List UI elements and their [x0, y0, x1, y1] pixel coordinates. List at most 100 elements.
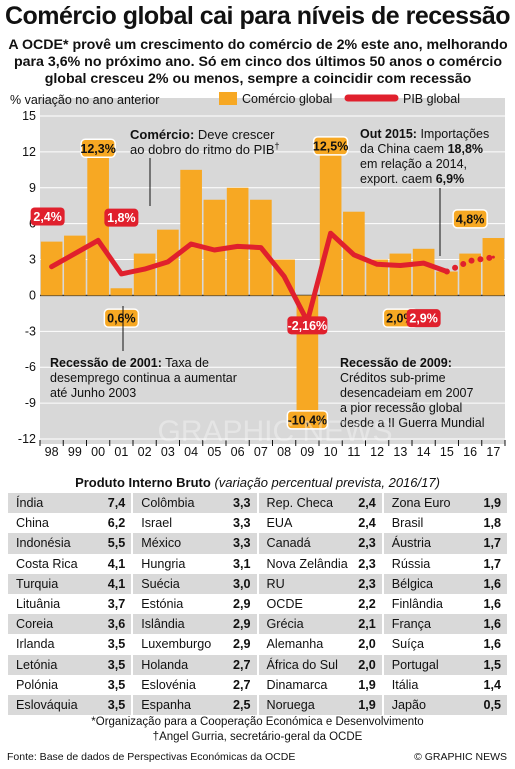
x-tick-label: 00 [91, 445, 105, 459]
gdp-point [166, 260, 170, 264]
country-name: Eslováquia [16, 697, 78, 712]
gdp-point [143, 267, 147, 271]
table-row: Eslovénia 2,7 [133, 674, 257, 695]
trade-gdp-chart: 15129630-3-6-9-12 % variação no ano ante… [0, 86, 515, 472]
gdp-value: 2,0 [358, 657, 376, 672]
gdp-value: 4,1 [107, 556, 126, 571]
table-row: Índia 7,4 [8, 493, 132, 514]
brand-credit: © GRAPHIC NEWS [414, 751, 507, 763]
x-tick-label: 09 [300, 445, 314, 459]
gdp-value: 2,9 [232, 637, 251, 652]
table-row: Grécia 2,1 [258, 614, 382, 635]
x-tick-label: 10 [324, 445, 338, 459]
y-axis-label: % variação no ano anterior [10, 93, 159, 107]
gdp-column: Zona Euro 1,9 Brasil 1,8 Áustria 1,7 Rússia 1,7… [383, 493, 507, 716]
trade-bar [133, 253, 156, 296]
country-name: Eslovénia [141, 677, 196, 692]
gdp-point [73, 252, 77, 256]
annotation-rec2001: Recessão de 2001: Taxa de desemprego con… [50, 306, 237, 400]
country-name: Costa Rica [16, 556, 78, 571]
data-label: 12,5% [312, 136, 349, 156]
annotation-text: desde a II Guerra Mundial [340, 416, 485, 430]
footnote-oecd: *Organização para a Cooperação Económica… [91, 716, 424, 728]
y-tick-label: 9 [29, 181, 36, 195]
country-name: Irlanda [16, 637, 55, 652]
table-row: Canadá 2,3 [258, 533, 382, 554]
data-label: -2,16% [287, 316, 328, 335]
table-row: Noruega 1,9 [258, 694, 382, 716]
x-tick-label: 15 [440, 445, 454, 459]
x-tick-label: 02 [138, 445, 152, 459]
gdp-value: 3,0 [232, 576, 251, 591]
x-tick-label: 13 [393, 445, 407, 459]
y-tick-label: 3 [29, 253, 36, 267]
trade-bar [389, 253, 412, 296]
country-name: Zona Euro [391, 496, 451, 511]
table-row: Rep. Checa 2,4 [258, 493, 382, 514]
gdp-point [445, 270, 449, 274]
gdp-value: 1,9 [358, 677, 376, 692]
gdp-value: 1,9 [483, 496, 501, 511]
gdp-value: 2,3 [358, 576, 376, 591]
trade-bar [180, 169, 202, 296]
gdp-value: 2,7 [232, 677, 251, 692]
legend-trade-label: Comércio global [242, 92, 332, 106]
gdp-value: 2,2 [358, 597, 376, 612]
y-tick-label: 15 [22, 109, 36, 123]
table-row: Alemanha 2,0 [258, 634, 382, 655]
table-row: Luxemburgo 2,9 [133, 634, 257, 655]
annotation-text: Recessão de 2009: [340, 356, 452, 370]
gdp-value: 7,4 [107, 496, 126, 511]
country-name: Polónia [16, 677, 59, 692]
svg-text:12,5%: 12,5% [313, 139, 348, 153]
annotation-text: Out 2015: Importações [360, 127, 489, 141]
table-row: Portugal 1,5 [383, 654, 507, 675]
table-row: México 3,3 [133, 533, 257, 554]
gdp-point [491, 255, 495, 259]
gdp-value: 2,0 [358, 637, 376, 652]
gdp-line [49, 230, 450, 324]
gdp-point [422, 261, 426, 265]
table-row: África do Sul 2,0 [258, 654, 382, 675]
gdp-value: 1,7 [483, 536, 501, 551]
country-name: Noruega [266, 697, 315, 712]
gdp-value: 1,7 [483, 556, 501, 571]
table-row: Letónia 3,5 [8, 654, 132, 675]
x-tick-label: 05 [207, 445, 221, 459]
x-tick-label: 04 [184, 445, 198, 459]
y-tick-label: -12 [18, 432, 36, 446]
table-row: Japão 0,5 [383, 694, 507, 716]
annotation-text: export. caem 6,9% [360, 172, 464, 186]
svg-text:1,8%: 1,8% [107, 211, 136, 225]
trade-bar [319, 145, 342, 296]
country-name: Coreia [16, 617, 54, 632]
annotation-text: da China caem 18,8% [360, 142, 483, 156]
table-row: Colômbia 3,3 [133, 493, 257, 514]
legend-trade-swatch [219, 92, 237, 105]
y-tick-label: -9 [25, 396, 36, 410]
gdp-value: 1,6 [483, 597, 501, 612]
country-name: Holanda [141, 657, 189, 672]
gdp-value: 3,5 [107, 697, 126, 712]
trade-bar [436, 271, 458, 296]
country-name: EUA [266, 516, 293, 531]
table-row: Itália 1,4 [383, 674, 507, 695]
country-name: Espanha [141, 697, 191, 712]
gdp-point [189, 242, 193, 246]
footnote-gurria: †Angel Gurria, secretário-geral da OCDE [152, 731, 363, 743]
gdp-value: 6,2 [107, 516, 126, 531]
annotation-comercio: Comércio: Deve crescer ao dobro do ritmo… [130, 127, 280, 206]
table-row: Bélgica 1,6 [383, 573, 507, 594]
x-tick-label: 99 [68, 445, 82, 459]
gdp-point [282, 274, 286, 278]
table-row: Eslováquia 3,5 [8, 694, 132, 716]
gdp-value: 3,3 [232, 516, 251, 531]
table-row: Polónia 3,5 [8, 674, 132, 695]
trade-bar [64, 235, 86, 296]
x-tick-label: 03 [161, 445, 175, 459]
trade-bar [412, 248, 435, 296]
gdp-point [96, 238, 100, 242]
table-row: Estónia 2,9 [133, 593, 257, 615]
table-row: Holanda 2,7 [133, 654, 257, 675]
